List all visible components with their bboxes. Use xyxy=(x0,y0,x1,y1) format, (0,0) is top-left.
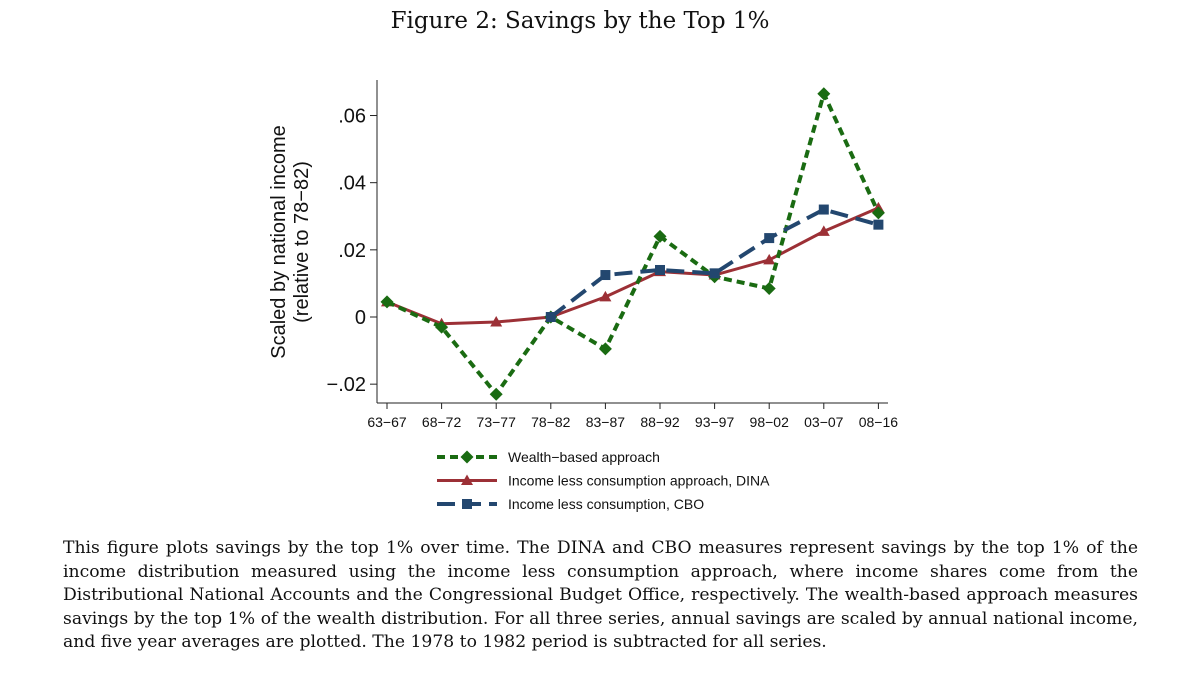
data-point-diamond xyxy=(380,295,394,309)
legend-label: Income less consumption, CBO xyxy=(508,496,704,512)
legend-swatch-marker xyxy=(461,474,473,485)
data-point-square xyxy=(709,268,720,279)
series-group xyxy=(380,87,885,401)
legend-label: Income less consumption approach, DINA xyxy=(508,473,770,489)
figure-caption: This figure plots savings by the top 1% … xyxy=(63,538,1138,652)
data-point-square xyxy=(873,219,884,230)
y-axis-label-line: Scaled by national income xyxy=(268,125,290,358)
x-tick-label: 03−07 xyxy=(804,414,844,430)
data-point-triangle xyxy=(763,253,776,265)
y-ticks: −.02 0 .02 .04 .06 xyxy=(327,106,377,396)
legend-label: Wealth−based approach xyxy=(508,449,660,465)
series-line xyxy=(386,91,881,397)
data-point-triangle xyxy=(490,316,503,327)
x-tick-label: 98−02 xyxy=(750,414,790,430)
data-point-diamond xyxy=(871,206,885,220)
data-point-square xyxy=(545,312,556,322)
series-triangle xyxy=(381,201,885,329)
x-tick-label: 78−82 xyxy=(531,414,571,430)
data-point-diamond xyxy=(598,342,612,356)
x-ticks: 63−67 68−72 73−77 78−82 83−87 88−92 93−97 98−02… xyxy=(367,403,898,430)
y-tick-label: .02 xyxy=(338,240,366,262)
data-point-square xyxy=(600,270,611,281)
x-tick-label: 88−92 xyxy=(640,414,680,430)
y-tick-label: 0 xyxy=(355,307,366,329)
legend-swatch-marker xyxy=(460,450,474,464)
series-square xyxy=(545,204,884,322)
legend-swatch-marker xyxy=(462,499,472,509)
data-point-triangle xyxy=(599,290,612,302)
series-diamond xyxy=(380,87,885,401)
y-tick-label: .06 xyxy=(338,106,366,128)
data-point-square xyxy=(818,204,829,215)
data-point-diamond xyxy=(653,229,667,243)
x-tick-label: 83−87 xyxy=(586,414,626,430)
data-point-square xyxy=(655,264,665,275)
x-tick-label: 08−16 xyxy=(859,414,899,430)
y-axis-label: Scaled by national income (relative to 78… xyxy=(268,125,313,358)
data-point-diamond xyxy=(817,87,831,101)
x-tick-label: 68−72 xyxy=(422,414,462,430)
series-line xyxy=(386,206,879,326)
data-point-diamond xyxy=(489,387,503,401)
x-tick-label: 63−67 xyxy=(367,414,407,430)
data-point-square xyxy=(764,233,775,244)
figure-title: Figure 2: Savings by the Top 1% xyxy=(390,8,770,34)
data-point-diamond xyxy=(435,320,449,334)
y-axis-label-line: (relative to 78−82) xyxy=(291,161,313,323)
y-tick-label: −.02 xyxy=(327,374,366,396)
data-point-diamond xyxy=(762,281,776,295)
data-point-triangle xyxy=(817,225,830,236)
legend: Wealth−based approach Income less consump… xyxy=(437,449,770,512)
x-tick-label: 73−77 xyxy=(477,414,517,430)
chart-area: Scaled by national income (relative to 78… xyxy=(268,80,898,512)
y-tick-label: .04 xyxy=(338,173,366,195)
x-tick-label: 93−97 xyxy=(695,414,735,430)
